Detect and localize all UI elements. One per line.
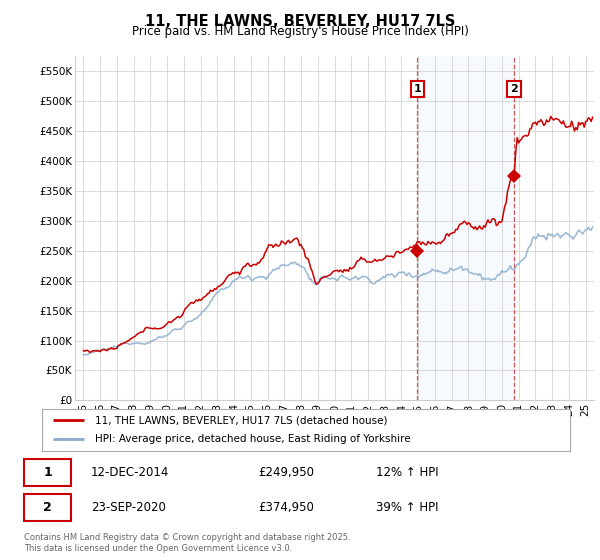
Text: £249,950: £249,950 <box>259 466 314 479</box>
Text: 12% ↑ HPI: 12% ↑ HPI <box>376 466 438 479</box>
Text: 23-SEP-2020: 23-SEP-2020 <box>91 501 166 514</box>
Text: 1: 1 <box>43 466 52 479</box>
Text: £374,950: £374,950 <box>259 501 314 514</box>
Text: Price paid vs. HM Land Registry's House Price Index (HPI): Price paid vs. HM Land Registry's House … <box>131 25 469 38</box>
Text: 11, THE LAWNS, BEVERLEY, HU17 7LS (detached house): 11, THE LAWNS, BEVERLEY, HU17 7LS (detac… <box>95 415 388 425</box>
Bar <box>418 56 514 400</box>
FancyBboxPatch shape <box>24 459 71 486</box>
Text: 11, THE LAWNS, BEVERLEY, HU17 7LS: 11, THE LAWNS, BEVERLEY, HU17 7LS <box>145 14 455 29</box>
Text: 39% ↑ HPI: 39% ↑ HPI <box>376 501 438 514</box>
Text: 2: 2 <box>510 84 518 94</box>
Text: HPI: Average price, detached house, East Riding of Yorkshire: HPI: Average price, detached house, East… <box>95 435 410 445</box>
FancyBboxPatch shape <box>24 493 71 521</box>
Text: 2: 2 <box>43 501 52 514</box>
Text: 12-DEC-2014: 12-DEC-2014 <box>91 466 169 479</box>
Text: Contains HM Land Registry data © Crown copyright and database right 2025.
This d: Contains HM Land Registry data © Crown c… <box>24 533 350 553</box>
Text: 1: 1 <box>413 84 421 94</box>
